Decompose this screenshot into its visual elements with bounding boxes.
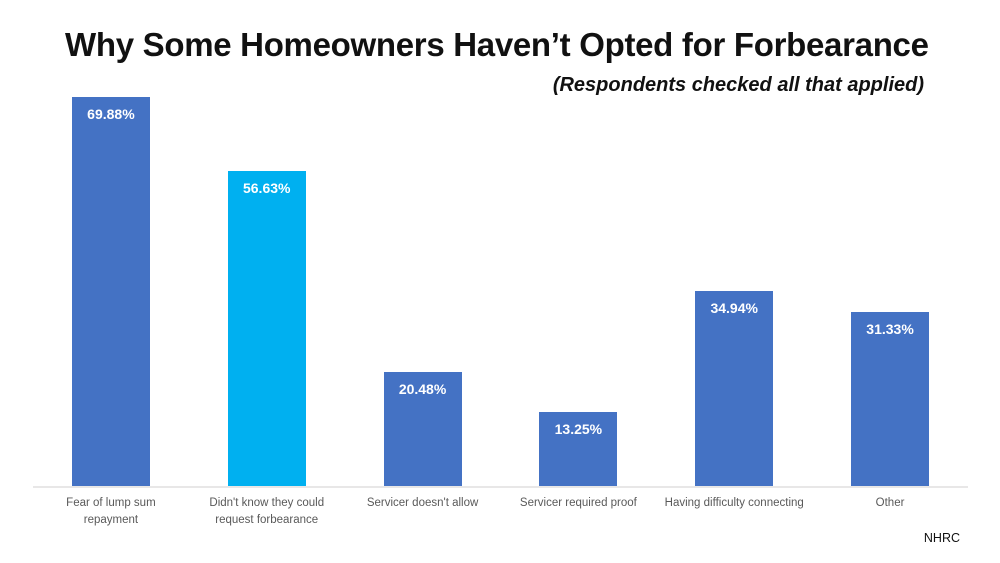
- bar-4: 13.25%: [539, 412, 618, 486]
- category-label: Servicer required proof: [519, 497, 637, 509]
- category-label: Servicer doesn't allow: [366, 497, 479, 509]
- bar-6: 31.33%: [851, 312, 930, 486]
- bar-value-label: 34.94%: [710, 300, 758, 316]
- bar-value-label: 31.33%: [866, 321, 914, 337]
- bar-value-label: 13.25%: [554, 421, 603, 437]
- bar-slot: 69.88%: [33, 97, 189, 486]
- bar-3: 20.48%: [383, 372, 462, 486]
- category-label: Didn't know they could request forbearan…: [209, 497, 325, 526]
- category-label: Having difficulty connecting: [664, 497, 804, 509]
- bar-slot: 56.63%: [189, 97, 345, 486]
- bar-value-label: 20.48%: [398, 381, 447, 397]
- chart-title: Why Some Homeowners Haven’t Opted for Fo…: [65, 26, 929, 63]
- source-attribution: NHRC: [923, 531, 960, 545]
- bar-slot: 20.48%: [345, 97, 501, 486]
- bar-value-label: 56.63%: [242, 180, 291, 196]
- bar-2: 56.63%: [227, 171, 306, 486]
- x-axis-line: [33, 486, 968, 488]
- x-axis-category-labels: Fear of lump sum repayment Didn't know th…: [33, 495, 968, 528]
- chart-subtitle: (Respondents checked all that applied): [552, 74, 924, 96]
- bar-5: 34.94%: [695, 291, 774, 486]
- category-label: Other: [875, 497, 905, 509]
- category-label: Fear of lump sum repayment: [66, 497, 156, 526]
- bar-slot: 34.94%: [656, 97, 812, 486]
- bar-slot: 13.25%: [500, 97, 656, 486]
- bar-1: 69.88%: [71, 97, 150, 486]
- bar-slot: 31.33%: [812, 97, 968, 486]
- plot-area: 69.88% 56.63% 20.48% 13.25% 34.94% 31.33%: [33, 97, 968, 486]
- bar-value-label: 69.88%: [87, 106, 135, 122]
